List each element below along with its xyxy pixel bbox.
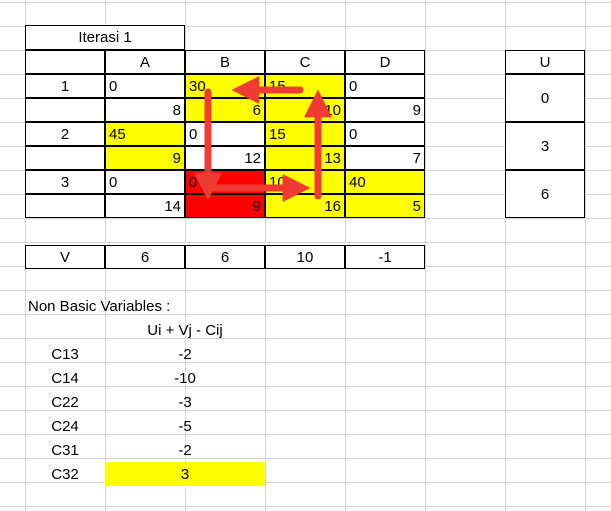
- allocation-cell: 0: [185, 170, 265, 194]
- non-basic-value: -10: [174, 369, 196, 387]
- cost-cell: 9: [345, 98, 425, 122]
- row-label: 3: [25, 170, 105, 194]
- non-basic-value: -3: [178, 393, 192, 411]
- column-header: D: [345, 50, 425, 74]
- non-basic-name: C31: [51, 441, 79, 459]
- allocation-cell: 45: [105, 122, 185, 146]
- non-basic-title: Non Basic Variables :: [28, 297, 171, 315]
- allocation-cell: 0: [345, 74, 425, 98]
- column-header: A: [105, 50, 185, 74]
- non-basic-name: C24: [51, 417, 79, 435]
- iteration-title: Iterasi 1: [25, 25, 185, 50]
- cost-cell: 5: [345, 194, 425, 218]
- non-basic-value: -2: [178, 345, 192, 363]
- non-basic-value: -5: [178, 417, 192, 435]
- cost-cell: 6: [185, 98, 265, 122]
- cost-cell: 12: [185, 146, 265, 170]
- non-basic-name: C14: [51, 369, 79, 387]
- non-basic-name: C13: [51, 345, 79, 363]
- allocation-cell: 15: [265, 74, 345, 98]
- column-header: C: [265, 50, 345, 74]
- row-label-blank: [25, 146, 105, 170]
- v-value: -1: [345, 245, 425, 269]
- cost-cell: 13: [265, 146, 345, 170]
- row-label: 1: [25, 74, 105, 98]
- u-value: 3: [505, 122, 585, 170]
- u-value: 0: [505, 74, 585, 122]
- column-header: B: [185, 50, 265, 74]
- allocation-cell: 0: [345, 122, 425, 146]
- non-basic-name: C32: [51, 465, 79, 483]
- allocation-cell: 15: [265, 122, 345, 146]
- v-value: 10: [265, 245, 345, 269]
- row-label-blank: [25, 98, 105, 122]
- cost-cell: 8: [105, 98, 185, 122]
- row-label-blank: [25, 194, 105, 218]
- row-label: 2: [25, 122, 105, 146]
- cost-cell: 9: [105, 146, 185, 170]
- formula-header: Ui + Vj - Cij: [147, 321, 223, 339]
- allocation-cell: 0: [105, 170, 185, 194]
- cost-cell: 16: [265, 194, 345, 218]
- non-basic-value: -2: [178, 441, 192, 459]
- cost-cell: 9: [185, 194, 265, 218]
- allocation-cell: 30: [185, 74, 265, 98]
- v-label: V: [25, 245, 105, 269]
- non-basic-name: C22: [51, 393, 79, 411]
- allocation-cell: 10: [265, 170, 345, 194]
- allocation-cell: 0: [185, 122, 265, 146]
- cost-cell: 14: [105, 194, 185, 218]
- non-basic-value: 3: [105, 462, 265, 486]
- v-value: 6: [185, 245, 265, 269]
- corner-cell: [25, 50, 105, 74]
- allocation-cell: 40: [345, 170, 425, 194]
- u-header: U: [505, 50, 585, 74]
- cost-cell: 10: [265, 98, 345, 122]
- allocation-cell: 0: [105, 74, 185, 98]
- v-value: 6: [105, 245, 185, 269]
- cost-cell: 7: [345, 146, 425, 170]
- u-value: 6: [505, 170, 585, 218]
